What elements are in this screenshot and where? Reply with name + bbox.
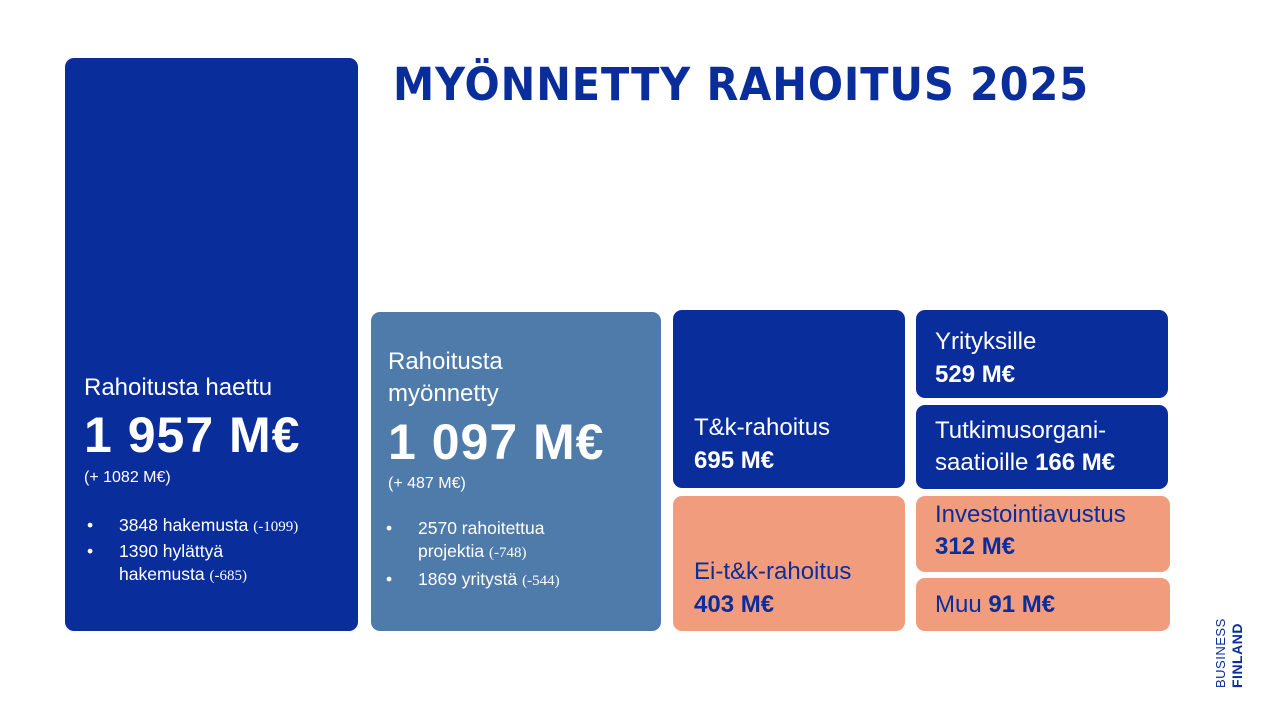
other-value: 91 M€ <box>988 591 1056 618</box>
applied-label: Rahoitusta haettu <box>84 374 273 401</box>
rd-funding-card: T&k-rahoitus 695 M€ <box>673 310 905 488</box>
investment-value: 312 M€ <box>935 533 1016 560</box>
companies-label: Yrityksille <box>935 328 1037 355</box>
granted-funding-card: Rahoitusta myönnetty 1 097 M€ (+ 487 M€)… <box>371 312 661 631</box>
rd-value: 695 M€ <box>694 447 775 474</box>
granted-projects-delta: (-748) <box>489 545 527 561</box>
granted-value: 1 097 M€ <box>388 414 605 470</box>
research-orgs-value: 166 M€ <box>1035 449 1116 476</box>
non-rd-value: 403 M€ <box>694 591 775 618</box>
business-finland-logo: BUSINESS FINLAND <box>1213 614 1253 688</box>
other-label: Muu <box>935 591 989 618</box>
logo-line-finland: FINLAND <box>1229 623 1245 688</box>
other-line: Muu 91 M€ <box>935 590 1055 620</box>
research-orgs-funding-card: Tutkimusorgani- saatioille 166 M€ <box>916 405 1168 489</box>
investment-label: Investointiavustus <box>935 501 1126 528</box>
page-title: MYÖNNETTY RAHOITUS 2025 <box>393 58 1089 111</box>
research-orgs-label-line1: Tutkimusorgani- <box>935 417 1107 444</box>
other-funding-card: Muu 91 M€ <box>916 578 1170 631</box>
granted-bullet-companies: • 1869 yritystä (-544) <box>386 569 560 589</box>
non-rd-label: Ei-t&k-rahoitus <box>694 558 852 585</box>
non-rd-funding-card: Ei-t&k-rahoitus 403 M€ <box>673 496 905 631</box>
applied-applications-delta: (-1099) <box>253 519 299 535</box>
companies-funding-card: Yrityksille 529 M€ <box>916 310 1168 398</box>
rd-label: T&k-rahoitus <box>694 414 831 441</box>
bullet-dot: • <box>386 518 393 538</box>
granted-change: (+ 487 M€) <box>388 475 466 492</box>
research-orgs-label-line2: saatioille <box>935 449 1036 476</box>
applied-bullet-rejected: • 1390 hylättyä hakemusta (-685) <box>87 541 247 584</box>
granted-companies-delta: (-544) <box>522 573 560 589</box>
logo-line-business: BUSINESS <box>1213 618 1228 688</box>
investment-grant-card: Investointiavustus 312 M€ <box>916 496 1170 572</box>
bullet-dot: • <box>87 515 94 535</box>
applied-change: (+ 1082 M€) <box>84 469 171 486</box>
granted-label-line2: myönnetty <box>388 380 499 407</box>
bullet-dot: • <box>87 541 94 561</box>
applied-bullet-applications: • 3848 hakemusta (-1099) <box>87 515 299 535</box>
applied-funding-card: Rahoitusta haettu 1 957 M€ (+ 1082 M€) •… <box>65 58 358 631</box>
granted-label-line1: Rahoitusta <box>388 348 503 375</box>
granted-bullet-projects: • 2570 rahoitettua projektia (-748) <box>386 518 545 561</box>
applied-value: 1 957 M€ <box>84 407 301 463</box>
companies-value: 529 M€ <box>935 361 1016 388</box>
research-orgs-line2: saatioille 166 M€ <box>935 448 1115 478</box>
applied-rejected-delta: (-685) <box>209 568 247 584</box>
bullet-dot: • <box>386 569 393 589</box>
